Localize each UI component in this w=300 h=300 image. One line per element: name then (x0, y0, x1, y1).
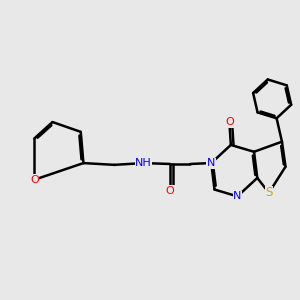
Text: O: O (166, 186, 174, 196)
Text: NH: NH (135, 158, 152, 168)
Text: O: O (30, 175, 39, 185)
Text: S: S (265, 186, 273, 199)
Text: N: N (233, 191, 242, 201)
Text: N: N (207, 158, 215, 168)
Text: O: O (225, 117, 234, 127)
